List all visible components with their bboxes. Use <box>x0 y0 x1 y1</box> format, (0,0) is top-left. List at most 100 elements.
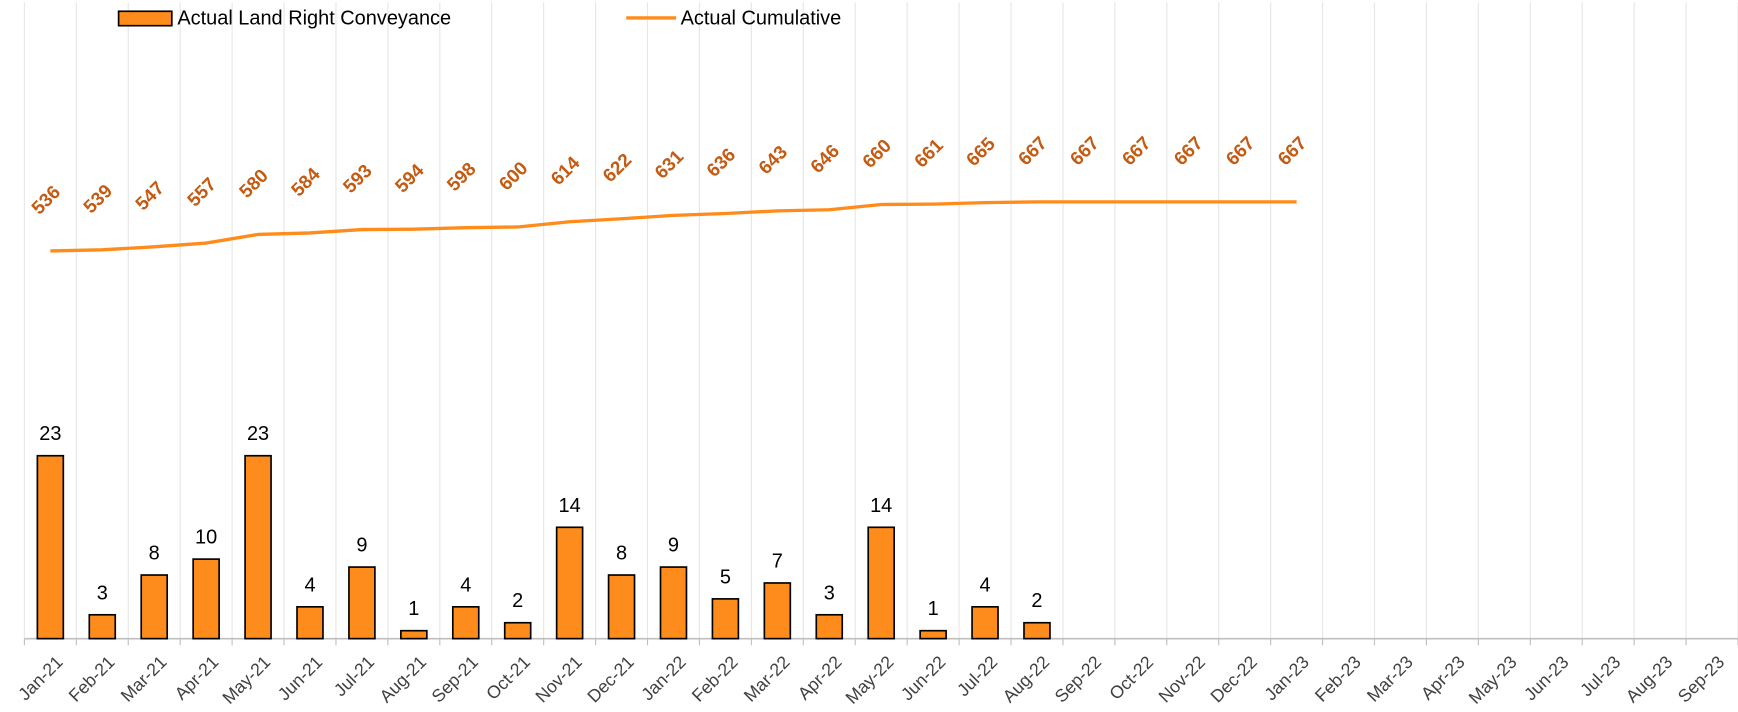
bar-value-label: 3 <box>824 582 835 604</box>
bar-value-label: 14 <box>559 495 581 517</box>
bar-value-label: 9 <box>356 535 367 557</box>
x-tick-label: Nov-21 <box>531 652 586 707</box>
x-tick-label: Jul-23 <box>1576 652 1624 700</box>
bar-value-label: 8 <box>149 543 160 565</box>
line-value-label: 667 <box>1066 132 1103 169</box>
line-value-label: 660 <box>858 135 895 172</box>
bar <box>919 629 947 640</box>
bar-value-label: 23 <box>247 423 269 445</box>
line-value-label: 636 <box>702 144 739 181</box>
bar-value-label: 10 <box>195 527 217 549</box>
bar-value-label: 4 <box>980 574 991 596</box>
x-tick-label: Mar-21 <box>117 652 171 706</box>
bar-value-label: 1 <box>928 598 939 620</box>
x-tick-label: Apr-23 <box>1417 652 1469 704</box>
x-tick-label: Oct-22 <box>1105 652 1157 704</box>
bar <box>607 574 636 640</box>
bar-value-label: 2 <box>1031 590 1042 612</box>
x-tick-label: Jan-22 <box>637 652 689 704</box>
x-tick-label: Apr-21 <box>171 652 223 704</box>
line-value-label: 667 <box>1014 132 1051 169</box>
bar <box>659 566 688 640</box>
line-value-label: 661 <box>910 134 947 171</box>
x-tick-label: Jun-23 <box>1520 652 1573 705</box>
bar <box>1023 621 1051 640</box>
x-tick-label: Jun-21 <box>274 652 326 704</box>
bar <box>451 606 480 640</box>
bar <box>763 582 792 640</box>
bar <box>244 454 272 640</box>
x-tick-label: Feb-21 <box>65 652 119 706</box>
bar-value-label: 4 <box>460 574 471 596</box>
bar <box>192 558 220 640</box>
line-value-label: 646 <box>806 140 843 177</box>
x-tick-label: Mar-23 <box>1363 652 1417 706</box>
x-tick-label: Feb-23 <box>1311 652 1365 706</box>
x-tick-label: Apr-22 <box>794 652 846 704</box>
bar <box>867 526 896 640</box>
line <box>50 200 1297 253</box>
bar <box>296 606 324 640</box>
line-value-label: 557 <box>183 173 220 210</box>
x-tick-label: Dec-21 <box>583 652 638 707</box>
bar-value-label: 7 <box>772 550 783 572</box>
line-value-label: 584 <box>287 163 324 200</box>
bar <box>503 621 532 640</box>
line-value-label: 667 <box>1222 132 1259 169</box>
x-tick-label: Sep-23 <box>1674 652 1729 707</box>
x-tick-label: May-22 <box>842 652 898 708</box>
x-tick-label: Aug-23 <box>1622 652 1677 707</box>
legend-swatch <box>117 10 173 27</box>
bar <box>555 526 584 640</box>
line-value-label: 536 <box>27 181 64 218</box>
x-tick-label: Jul-22 <box>953 652 1001 700</box>
bar-value-label: 1 <box>408 598 419 620</box>
line-value-label: 622 <box>598 149 635 186</box>
bar <box>140 574 169 640</box>
line-value-label: 594 <box>391 159 428 196</box>
line-value-label: 665 <box>962 133 999 170</box>
bar <box>348 566 376 640</box>
bar-value-label: 2 <box>512 590 523 612</box>
x-tick-label: Sep-21 <box>428 652 483 707</box>
bar <box>88 613 117 640</box>
x-tick-label: May-21 <box>218 652 274 708</box>
x-tick-label: Jun-22 <box>897 652 949 704</box>
bar <box>711 598 740 640</box>
bar-value-label: 23 <box>39 423 61 445</box>
bar <box>815 613 844 640</box>
x-tick-label: Jan-21 <box>14 652 66 704</box>
bar <box>400 629 428 640</box>
line-value-label: 600 <box>495 157 532 194</box>
bar-value-label: 8 <box>616 543 627 565</box>
bar-value-label: 9 <box>668 535 679 557</box>
line-value-label: 547 <box>131 177 168 214</box>
line-value-label: 667 <box>1273 132 1310 169</box>
line-value-label: 580 <box>235 165 272 202</box>
line-value-label: 614 <box>546 152 583 189</box>
line-value-label: 643 <box>754 141 791 178</box>
x-tick-label: Dec-22 <box>1206 652 1261 707</box>
x-tick-label: Feb-22 <box>688 652 742 706</box>
x-tick-label: Oct-21 <box>482 652 534 704</box>
line-value-label: 667 <box>1170 132 1207 169</box>
x-tick-label: Aug-21 <box>376 652 431 707</box>
line-value-label: 539 <box>79 180 116 217</box>
line-value-label: 667 <box>1118 132 1155 169</box>
line-value-label: 593 <box>339 160 376 197</box>
x-tick-label: Nov-22 <box>1155 652 1210 707</box>
x-tick-label: Aug-22 <box>999 652 1054 707</box>
x-tick-label: Jul-21 <box>330 652 378 700</box>
bar-value-label: 14 <box>870 495 892 517</box>
bar-value-label: 3 <box>97 582 108 604</box>
line-value-label: 631 <box>650 146 687 183</box>
bar-value-label: 4 <box>304 574 315 596</box>
bar <box>971 606 999 640</box>
bar-value-label: 5 <box>720 566 731 588</box>
legend-label: Actual Cumulative <box>681 7 842 29</box>
x-tick-label: Mar-22 <box>740 652 794 706</box>
x-tick-label: Jan-23 <box>1260 652 1313 705</box>
legend-label: Actual Land Right Conveyance <box>177 7 451 29</box>
